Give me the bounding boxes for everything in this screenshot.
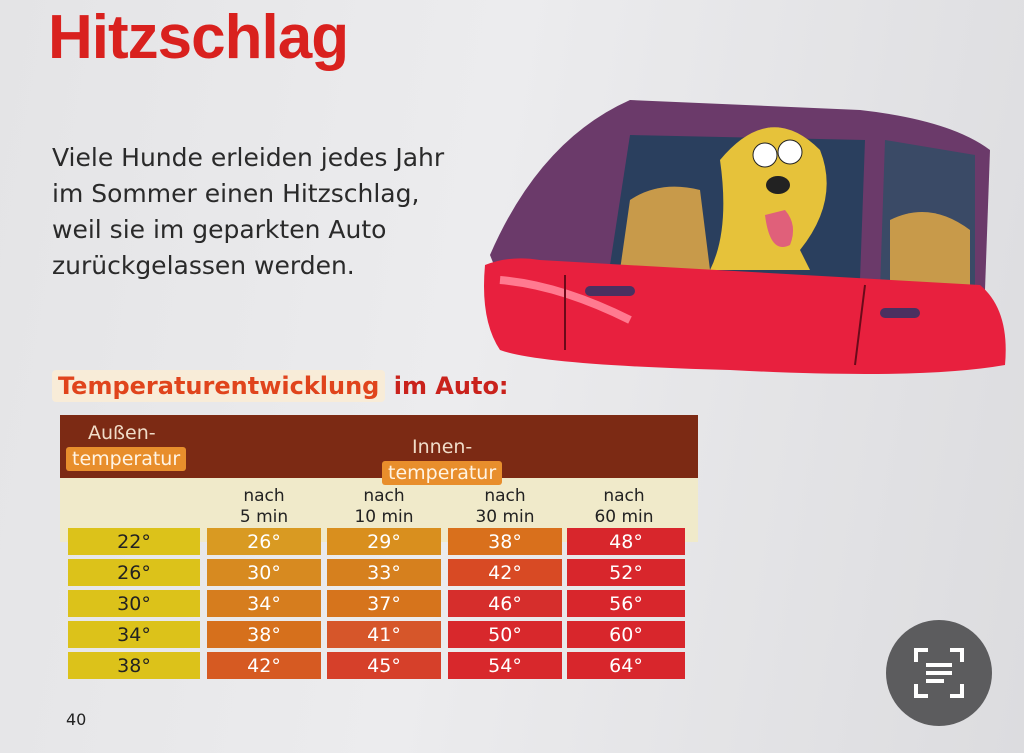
table-cell: 37° (327, 590, 441, 617)
table-cell: 46° (448, 590, 562, 617)
inside-header: Innen- temperatur (382, 436, 503, 485)
table-caption: Temperaturentwicklung im Auto: (52, 370, 509, 402)
scan-button[interactable] (886, 620, 992, 726)
column-header: nach (243, 486, 285, 506)
caption-highlight: Temperaturentwicklung (52, 370, 386, 402)
table-cell: 64° (567, 652, 685, 679)
table-cell: 54° (448, 652, 562, 679)
header-line: Innen- (412, 436, 473, 458)
intro-line: zurückgelassen werden. (52, 251, 355, 280)
table-cell: 30° (68, 590, 200, 617)
intro-line: Viele Hunde erleiden jedes Jahr (52, 143, 445, 172)
table-cell: 34° (68, 621, 200, 648)
table-cell: 42° (448, 559, 562, 586)
table-cell: 38° (68, 652, 200, 679)
column-header: nach (603, 486, 645, 506)
table-cell: 38° (448, 528, 562, 555)
table-cell: 52° (567, 559, 685, 586)
table-cell: 34° (207, 590, 321, 617)
table-cell: 33° (327, 559, 441, 586)
table-cell: 50° (448, 621, 562, 648)
column-header: 10 min (354, 507, 414, 527)
header-line: Außen- (88, 422, 156, 444)
table-cell: 26° (68, 559, 200, 586)
page-number: 40 (66, 710, 87, 729)
illustration (484, 100, 1006, 374)
table-cell: 38° (207, 621, 321, 648)
intro-line: weil sie im geparkten Auto (52, 215, 387, 244)
table-cell: 45° (327, 652, 441, 679)
header-tag: temperatur (66, 447, 187, 471)
title: Hitzschlag (48, 3, 349, 72)
intro-line: im Sommer einen Hitzschlag, (52, 179, 420, 208)
table-cell: 48° (567, 528, 685, 555)
table-cell: 42° (207, 652, 321, 679)
column-header: 60 min (594, 507, 654, 527)
outside-header: Außen- temperatur (66, 422, 187, 471)
column-header: nach (484, 486, 526, 506)
column-header: 5 min (239, 507, 289, 527)
column-header: 30 min (475, 507, 535, 527)
table-cell: 22° (68, 528, 200, 555)
table-cell: 26° (207, 528, 321, 555)
header-tag: temperatur (382, 461, 503, 485)
table-cell: 30° (207, 559, 321, 586)
table-cell: 41° (327, 621, 441, 648)
table-cell: 60° (567, 621, 685, 648)
table-cell: 56° (567, 590, 685, 617)
intro: Viele Hunde erleiden jedes Jahr im Somme… (52, 140, 444, 284)
column-header: nach (363, 486, 405, 506)
table-cell: 29° (327, 528, 441, 555)
scan-icon (914, 648, 964, 698)
caption-rest: im Auto: (393, 372, 509, 400)
